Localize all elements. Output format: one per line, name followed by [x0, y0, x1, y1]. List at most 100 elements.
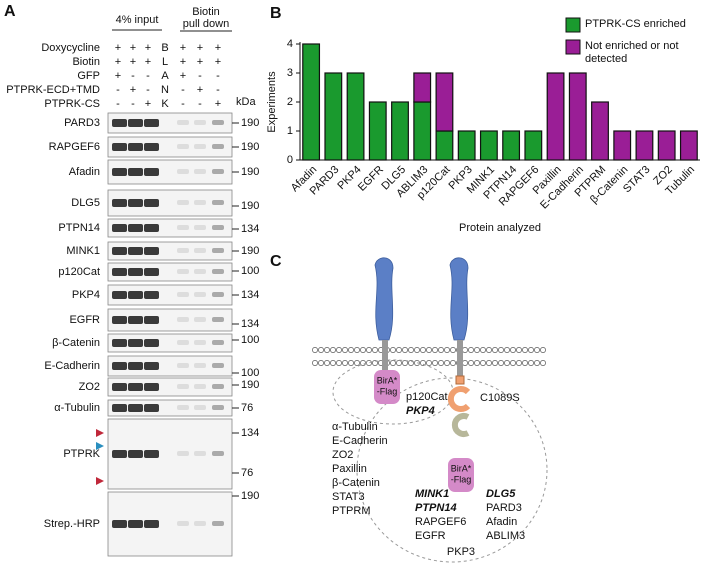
blot-band: [194, 144, 206, 149]
lipid-head: [330, 360, 336, 366]
legend-swatch: [565, 17, 581, 33]
condition-sign: -: [116, 84, 120, 96]
blot-band: [144, 168, 159, 176]
blot-band: [212, 384, 224, 389]
marker-label: 190: [241, 200, 259, 212]
interactor-label: DLG5: [486, 488, 516, 500]
lipid-head: [312, 360, 318, 366]
condition-sign: -: [181, 84, 185, 96]
blot-band: [144, 291, 159, 299]
condition-sign: -: [131, 70, 135, 82]
lipid-head: [390, 360, 396, 366]
lipid-head: [486, 347, 492, 353]
condition-sign: +: [130, 84, 136, 96]
panel-label: A: [4, 3, 16, 20]
y-tick-label: 3: [287, 67, 293, 79]
marker-label: 100: [241, 265, 259, 277]
blot-band: [177, 144, 189, 149]
blot-band: [194, 225, 206, 230]
blot-band: [194, 521, 206, 526]
blot-band: [112, 316, 127, 324]
condition-label: GFP: [77, 70, 100, 82]
lipid-head: [342, 347, 348, 353]
phosphatase-domain: [447, 386, 471, 412]
transmembrane: [457, 340, 463, 376]
lipid-head: [432, 347, 438, 353]
protein-label: PTPRK: [63, 448, 100, 460]
blot-band: [128, 362, 143, 370]
bar-segment: [657, 130, 676, 161]
blot-panel: [107, 377, 233, 397]
lipid-head: [480, 360, 486, 366]
bar-segment: [479, 130, 498, 161]
lipid-head: [360, 360, 366, 366]
lipid-head: [318, 360, 324, 366]
blot-band: [128, 143, 143, 151]
marker-label: 134: [241, 427, 259, 439]
interactor-label: Afadin: [486, 516, 517, 528]
protein-label: DLG5: [71, 197, 100, 209]
y-axis-label: Experiments: [266, 71, 278, 133]
lipid-head: [414, 347, 420, 353]
mutation-label: C1089S: [480, 392, 520, 404]
lipid-head: [450, 360, 456, 366]
condition-sign: B: [161, 42, 168, 54]
blot-band: [194, 269, 206, 274]
condition-sign: +: [180, 56, 186, 68]
blot-band: [212, 405, 224, 410]
lipid-head: [348, 360, 354, 366]
receptor-ectodomain: [374, 257, 394, 341]
blot-panel: [107, 218, 233, 238]
bira-label: -Flag: [451, 474, 472, 484]
blot-band: [177, 292, 189, 297]
condition-sign: +: [145, 56, 151, 68]
blot-band: [112, 168, 127, 176]
blot-band: [128, 520, 143, 528]
interactor-label: PKP4: [406, 405, 435, 417]
blot-band: [112, 268, 127, 276]
interactor-label: β-Catenin: [332, 477, 380, 489]
interactor-label: PTPN14: [415, 502, 457, 514]
lipid-head: [438, 347, 444, 353]
lipid-head: [438, 360, 444, 366]
bar-segment: [391, 101, 409, 161]
arrowhead: [96, 429, 104, 437]
blot-band: [177, 225, 189, 230]
bar-segment: [502, 130, 521, 161]
lipid-head: [408, 360, 414, 366]
marker-label: 190: [241, 245, 259, 257]
blot-band: [194, 292, 206, 297]
bira-label: BirA*: [451, 463, 472, 473]
blot-band: [112, 383, 127, 391]
marker-label: 76: [241, 467, 253, 479]
lipid-head: [462, 360, 468, 366]
blot-band: [194, 248, 206, 253]
interactor-label: ZO2: [332, 449, 353, 461]
legend-entry: Not enriched or not detected: [585, 40, 679, 65]
bar-segment: [413, 101, 432, 161]
lipid-head: [336, 347, 342, 353]
bar-segment: [613, 130, 632, 161]
lipid-head: [522, 347, 528, 353]
interactor-label: ABLIM3: [486, 530, 525, 542]
condition-sign: -: [131, 98, 135, 110]
lipid-head: [426, 360, 432, 366]
blot-band: [194, 317, 206, 322]
condition-sign: +: [130, 42, 136, 54]
interactor-label: MINK1: [415, 488, 449, 500]
bar-segment: [546, 72, 565, 161]
blot-band: [212, 169, 224, 174]
marker-label: 76: [241, 402, 253, 414]
condition-sign: +: [197, 42, 203, 54]
blot-band: [194, 451, 206, 456]
blot-band: [128, 383, 143, 391]
marker-label: 100: [241, 367, 259, 379]
blot-band: [177, 363, 189, 368]
condition-sign: -: [198, 98, 202, 110]
bar-segment: [679, 130, 698, 161]
lipid-head: [486, 360, 492, 366]
protein-label: PARD3: [64, 117, 100, 129]
interactor-label: p120Cat: [406, 391, 448, 403]
